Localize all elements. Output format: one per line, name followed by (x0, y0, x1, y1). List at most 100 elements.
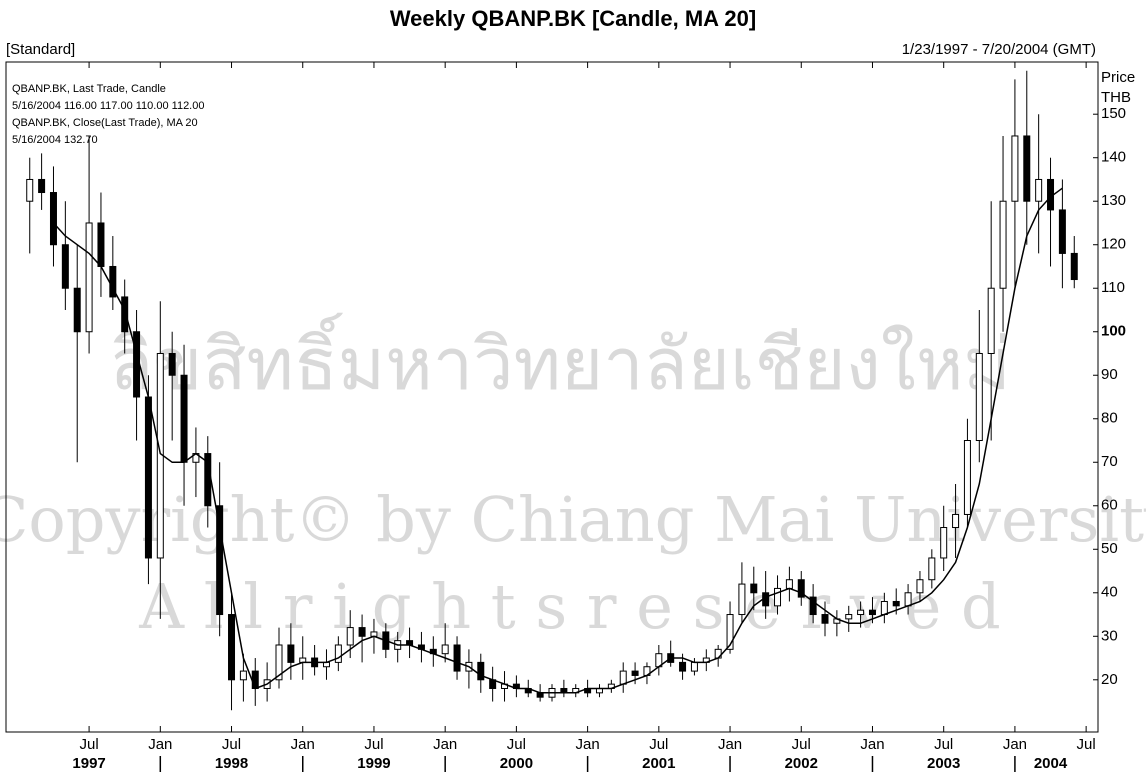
x-tick-label: Jan (576, 736, 600, 753)
candle-body (750, 583, 758, 594)
candle-body (774, 587, 782, 607)
candle-body (228, 614, 236, 681)
candle-body (133, 331, 141, 398)
y-tick-label: 20 (1101, 671, 1118, 688)
candle-body (726, 614, 734, 650)
axis-label: Price (1101, 69, 1135, 86)
candle-body (999, 200, 1007, 289)
candle-body (61, 244, 69, 289)
subtitle: 1/23/1997 - 7/20/2004 (GMT) (902, 41, 1096, 58)
year-label: 1999 (357, 755, 390, 772)
y-tick-label: 110 (1101, 279, 1125, 296)
candle-body (251, 670, 259, 689)
year-label: 1998 (215, 755, 248, 772)
candle-body (857, 609, 865, 616)
candle-body (49, 192, 57, 246)
year-label: 1997 (72, 755, 105, 772)
candle-body (821, 614, 829, 624)
candle-body (97, 222, 105, 267)
candle-body (868, 609, 876, 616)
candle-body (441, 644, 449, 655)
x-tick-label: Jul (792, 736, 811, 753)
candle-body (239, 670, 247, 681)
candle-body (690, 661, 698, 672)
x-tick-label: Jan (433, 736, 457, 753)
y-tick-label: 40 (1101, 584, 1118, 601)
y-tick-label: 30 (1101, 627, 1118, 644)
candle-body (1011, 135, 1019, 202)
x-tick-label: Jul (649, 736, 668, 753)
subtitle: [Standard] (6, 41, 75, 58)
x-tick-label: Jan (291, 736, 315, 753)
x-tick-label: Jul (934, 736, 953, 753)
x-tick-label: Jan (1003, 736, 1027, 753)
x-tick-label: Jul (364, 736, 383, 753)
candle-body (940, 527, 948, 559)
candle-body (679, 661, 687, 672)
candle-body (904, 592, 912, 607)
plot-frame (5, 61, 1099, 733)
year-label: 2001 (642, 755, 675, 772)
candle-body (631, 670, 639, 676)
candle-body (952, 513, 960, 529)
candle-body (619, 670, 627, 685)
year-label: 2003 (927, 755, 960, 772)
y-tick-label: 50 (1101, 540, 1118, 557)
legend-text: QBANP.BK, Close(Last Trade), MA 20 (12, 117, 198, 129)
candle-body (26, 178, 34, 202)
y-tick-label: 70 (1101, 453, 1118, 470)
x-tick-label: Jul (507, 736, 526, 753)
y-tick-label: 120 (1101, 236, 1126, 253)
candle-body (1070, 252, 1078, 281)
candle-body (121, 296, 129, 333)
y-tick-label: 90 (1101, 366, 1118, 383)
legend-text: 5/16/2004 132.70 (12, 134, 98, 146)
candle-body (809, 596, 817, 616)
candle-body (85, 222, 93, 333)
candle-body (1058, 209, 1066, 254)
legend-text: 5/16/2004 116.00 117.00 110.00 112.00 (12, 100, 204, 112)
y-tick-label: 130 (1101, 192, 1126, 209)
x-tick-label: Jan (860, 736, 884, 753)
watermark: A l l r i g h t s r e s e r v e d (138, 570, 1000, 643)
watermark: ลิขสิทธิ์มหาวิทยาลัยเชียงใหม่ (109, 312, 1011, 406)
candle-body (180, 374, 188, 463)
x-tick-label: Jan (148, 736, 172, 753)
legend-text: QBANP.BK, Last Trade, Candle (12, 83, 166, 95)
candle-body (168, 352, 176, 376)
chart-title: Weekly QBANP.BK [Candle, MA 20] (390, 6, 756, 31)
x-tick-label: Jul (79, 736, 98, 753)
candle-body (975, 352, 983, 442)
candle-body (785, 579, 793, 589)
candle-body (928, 557, 936, 581)
candle-body (797, 579, 805, 598)
y-tick-label: 80 (1101, 410, 1118, 427)
candle-body (916, 579, 924, 594)
year-label: 2004 (1034, 755, 1068, 772)
candle-body (38, 178, 46, 194)
year-label: 2000 (500, 755, 533, 772)
x-tick-label: Jul (222, 736, 241, 753)
candle-body (963, 440, 971, 515)
candle-body (144, 396, 152, 559)
candle-body (453, 644, 461, 672)
axis-label: THB (1101, 89, 1131, 106)
y-tick-label: 100 (1101, 323, 1126, 340)
candle-body (477, 661, 485, 681)
candle-body (358, 627, 366, 637)
y-tick-label: 140 (1101, 149, 1126, 166)
candle-body (987, 287, 995, 354)
candle-body (845, 614, 853, 620)
ma-line (52, 187, 1063, 694)
candle-body (1023, 135, 1031, 202)
year-label: 2002 (785, 755, 818, 772)
candle-body (275, 644, 283, 681)
candle-body (892, 600, 900, 607)
watermark: Copyright© by Chiang Mai University (0, 483, 1146, 556)
candle-body (880, 600, 888, 616)
candle-body (216, 505, 224, 616)
candle-body (334, 644, 342, 663)
candle-body (287, 644, 295, 663)
candle-body (1035, 178, 1043, 202)
x-tick-label: Jan (718, 736, 742, 753)
